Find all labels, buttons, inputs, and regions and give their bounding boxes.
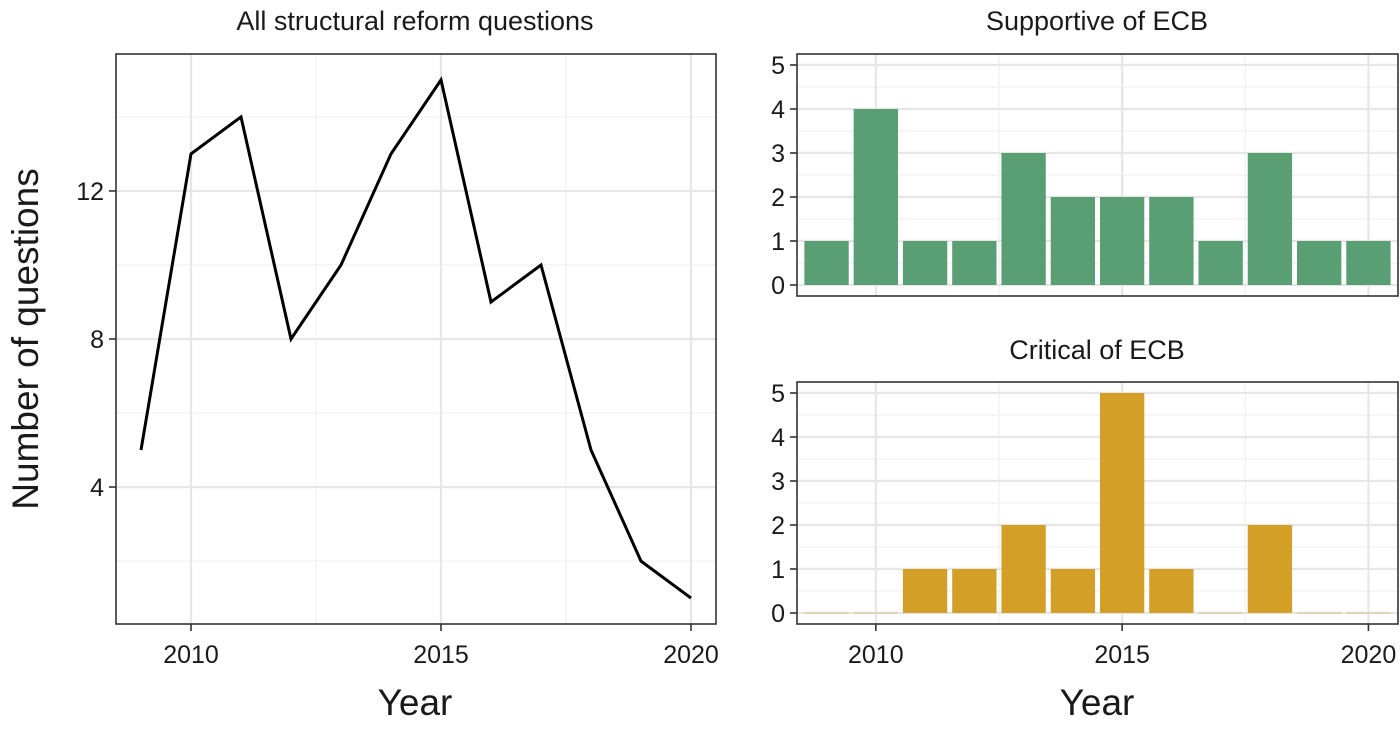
critical-x-tick-label: 2015 [1094,641,1150,669]
critical-y-tick-label: 1 [771,556,785,584]
supportive-bar [1099,197,1145,285]
y-axis-title: Number of questions [5,168,46,509]
critical-grid [797,382,1398,624]
supportive-y-tick-label: 0 [771,272,785,300]
critical-y-tick-label: 3 [771,468,785,496]
critical-y-tick-label: 4 [771,424,785,452]
supportive-bar [1198,241,1243,285]
critical-bar [952,569,997,613]
critical-bar [1001,525,1046,613]
critical-bar [1050,569,1096,613]
supportive-y-tick-label: 4 [771,96,785,124]
supportive-y-tick-label: 2 [771,184,785,212]
line-axis-ticks: 2010 2015 2020 4 8 12 [76,178,719,669]
supportive-bar [1001,153,1046,285]
critical-chart-title: Critical of ECB [1009,335,1185,365]
critical-bar [1149,569,1194,613]
supportive-chart-panel: Supportive of ECB 0 1 2 3 4 5 [771,6,1399,300]
line-chart-title: All structural reform questions [236,6,593,36]
line-y-tick-label: 4 [90,474,104,502]
supportive-bar [804,241,849,285]
critical-y-tick-label: 5 [771,380,785,408]
supportive-plot-frame [796,53,1399,297]
supportive-bar [1149,197,1194,285]
critical-bar [902,569,948,613]
line-x-axis-title: Year [378,682,453,723]
line-x-tick-label: 2020 [663,641,719,669]
critical-x-tick-label: 2020 [1341,641,1397,669]
supportive-bar [952,241,997,285]
critical-bars [804,393,1391,614]
critical-chart-panel: Critical of ECB 2010 2015 2020 0 1 2 3 4 5 Year [771,335,1399,723]
critical-plot-frame [796,381,1399,625]
line-x-tick-label: 2015 [413,641,469,669]
critical-axis-ticks: 2010 2015 2020 0 1 2 3 4 5 [771,380,1396,669]
supportive-bars [804,109,1391,285]
critical-bar [1247,525,1293,613]
supportive-bar [853,109,898,285]
critical-y-tick-label: 2 [771,512,785,540]
supportive-axis-ticks: 0 1 2 3 4 5 [771,52,797,300]
supportive-bar [1346,241,1391,285]
supportive-y-tick-label: 3 [771,140,785,168]
line-y-tick-label: 12 [76,178,104,206]
supportive-chart-title: Supportive of ECB [986,6,1208,36]
series-line [139,76,692,600]
supportive-bar [1050,197,1096,285]
critical-bar [1099,393,1145,613]
supportive-bar [1297,241,1342,285]
line-y-tick-label: 8 [90,326,104,354]
supportive-y-tick-label: 5 [771,52,785,80]
supportive-bar [1247,153,1293,285]
critical-x-tick-label: 2010 [848,641,904,669]
critical-y-tick-label: 0 [771,600,785,628]
supportive-y-tick-label: 1 [771,228,785,256]
line-x-tick-label: 2010 [163,641,219,669]
supportive-bar [902,241,948,285]
bar-x-axis-title: Year [1060,682,1135,723]
line-grid [116,54,716,624]
line-chart-panel: All structural reform questions 2010 2015… [5,6,719,723]
